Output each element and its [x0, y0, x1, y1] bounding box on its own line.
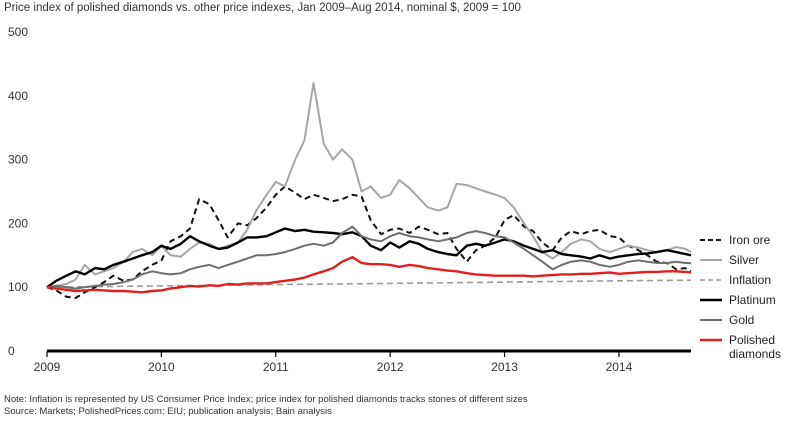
x-tick-label: 2013 [491, 360, 518, 374]
series-lines [46, 82, 692, 299]
y-tick-label: 300 [8, 153, 28, 167]
chart-note: Note: Inflation is represented by US Con… [4, 394, 528, 405]
legend-label-platinum: Platinum [729, 293, 776, 307]
series-line-iron-ore [46, 185, 692, 299]
y-tick-label: 0 [8, 344, 15, 358]
y-tick-label: 100 [8, 280, 28, 294]
y-tick-label: 500 [8, 25, 28, 39]
series-line-polished-diamonds [46, 256, 692, 294]
x-tick-label: 2009 [34, 360, 61, 374]
x-tick-label: 2014 [606, 360, 633, 374]
y-axis-ticks: 0 100 200 300 400 500 [8, 25, 28, 358]
legend-label-inflation: Inflation [729, 273, 771, 287]
x-tick-label: 2010 [148, 360, 175, 374]
legend-label-polished-diamonds: Polished [729, 333, 775, 347]
chart-title: Price index of polished diamonds vs. oth… [4, 2, 521, 14]
x-axis-ticks: 2009 2010 2011 2012 2013 2014 [34, 351, 633, 374]
chart-source: Source: Markets; PolishedPrices.com; EIU… [4, 406, 332, 417]
y-tick-label: 400 [8, 89, 28, 103]
legend-label-iron-ore: Iron ore [729, 233, 771, 247]
legend-label-polished-diamonds: diamonds [729, 347, 781, 361]
series-line-silver [46, 82, 692, 289]
series-line-gold [46, 225, 691, 290]
series-line-inflation [46, 279, 692, 288]
x-tick-label: 2012 [377, 360, 404, 374]
legend-label-silver: Silver [729, 253, 759, 267]
x-tick-label: 2011 [263, 360, 289, 374]
legend: Iron ore Silver Inflation Platinum Gold Polis… [700, 233, 781, 361]
series-line-platinum [46, 227, 692, 289]
y-tick-label: 200 [8, 216, 28, 230]
legend-label-gold: Gold [729, 313, 754, 327]
